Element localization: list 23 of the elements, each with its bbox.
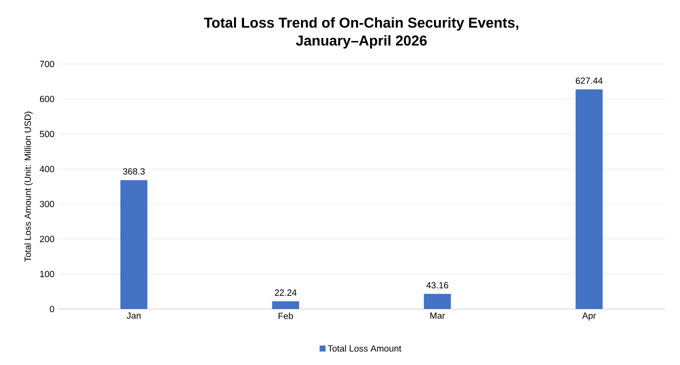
y-tick-label: 0 <box>50 306 54 312</box>
data-label: 627.44 <box>576 78 603 84</box>
bar <box>120 180 148 309</box>
y-tick-label: 300 <box>40 200 54 208</box>
y-axis-title: Total Loss Amount (Unit: Million USD) <box>24 112 33 262</box>
data-label: 43.16 <box>426 282 448 288</box>
y-tick-label: 500 <box>40 130 54 138</box>
bar <box>424 294 451 309</box>
y-tick-label: 200 <box>40 236 54 242</box>
bar <box>272 301 300 309</box>
x-tick-label: Feb <box>278 312 293 320</box>
y-tick-label: 100 <box>40 270 54 278</box>
data-label: 22.24 <box>274 289 297 296</box>
y-tick-label: 700 <box>40 60 54 68</box>
y-tick-label: 600 <box>40 96 54 102</box>
chart-title: Total Loss Trend of On-Chain Security Events, January–April 2026 <box>204 17 518 49</box>
x-tick-label: Mar <box>430 312 445 319</box>
legend-label: Total Loss Amount <box>328 345 402 352</box>
x-tick-label: Jan <box>126 312 141 319</box>
bar <box>576 89 603 309</box>
x-tick-label: Apr <box>582 312 596 321</box>
data-label: 368.3 <box>123 168 145 175</box>
y-tick-label: 400 <box>40 166 54 172</box>
